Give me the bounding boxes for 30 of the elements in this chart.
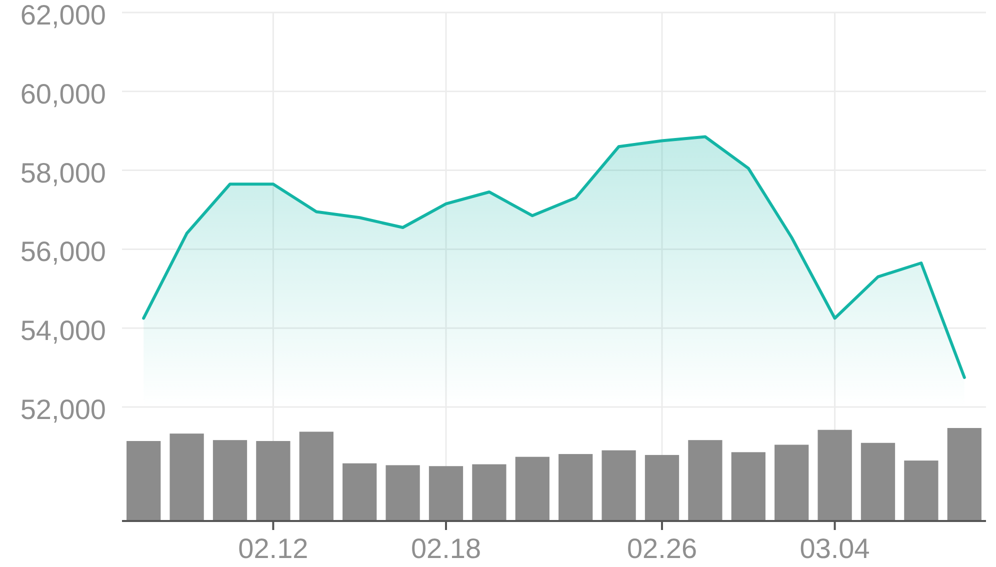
- bar: [515, 456, 550, 521]
- x-tick-label: 03.04: [800, 533, 870, 564]
- x-tick-label: 02.12: [238, 533, 308, 564]
- bar: [688, 440, 722, 521]
- x-tick-label: 02.18: [410, 533, 482, 564]
- bar: [731, 452, 766, 521]
- bar: [947, 428, 982, 521]
- y-tick-label: 54,000: [20, 314, 106, 346]
- bar: [212, 440, 248, 521]
- bar: [299, 432, 334, 521]
- bar: [126, 441, 161, 521]
- bar: [644, 454, 680, 521]
- y-tick-label: 62,000: [20, 0, 106, 30]
- bar: [860, 442, 896, 521]
- bar: [170, 434, 204, 521]
- bar: [342, 463, 377, 521]
- bar: [386, 465, 420, 521]
- x-tick-label: 02.26: [626, 533, 698, 564]
- bar: [818, 430, 852, 521]
- y-tick-label: 52,000: [20, 394, 106, 424]
- bar: [428, 466, 464, 521]
- bar: [472, 464, 506, 521]
- bar: [774, 444, 809, 521]
- y-tick-label: 60,000: [20, 78, 106, 109]
- bar: [904, 460, 938, 521]
- bar: [558, 454, 593, 521]
- bar: [602, 450, 636, 521]
- y-tick-label: 58,000: [20, 156, 106, 188]
- y-tick-label: 56,000: [20, 236, 106, 267]
- bar: [256, 441, 290, 521]
